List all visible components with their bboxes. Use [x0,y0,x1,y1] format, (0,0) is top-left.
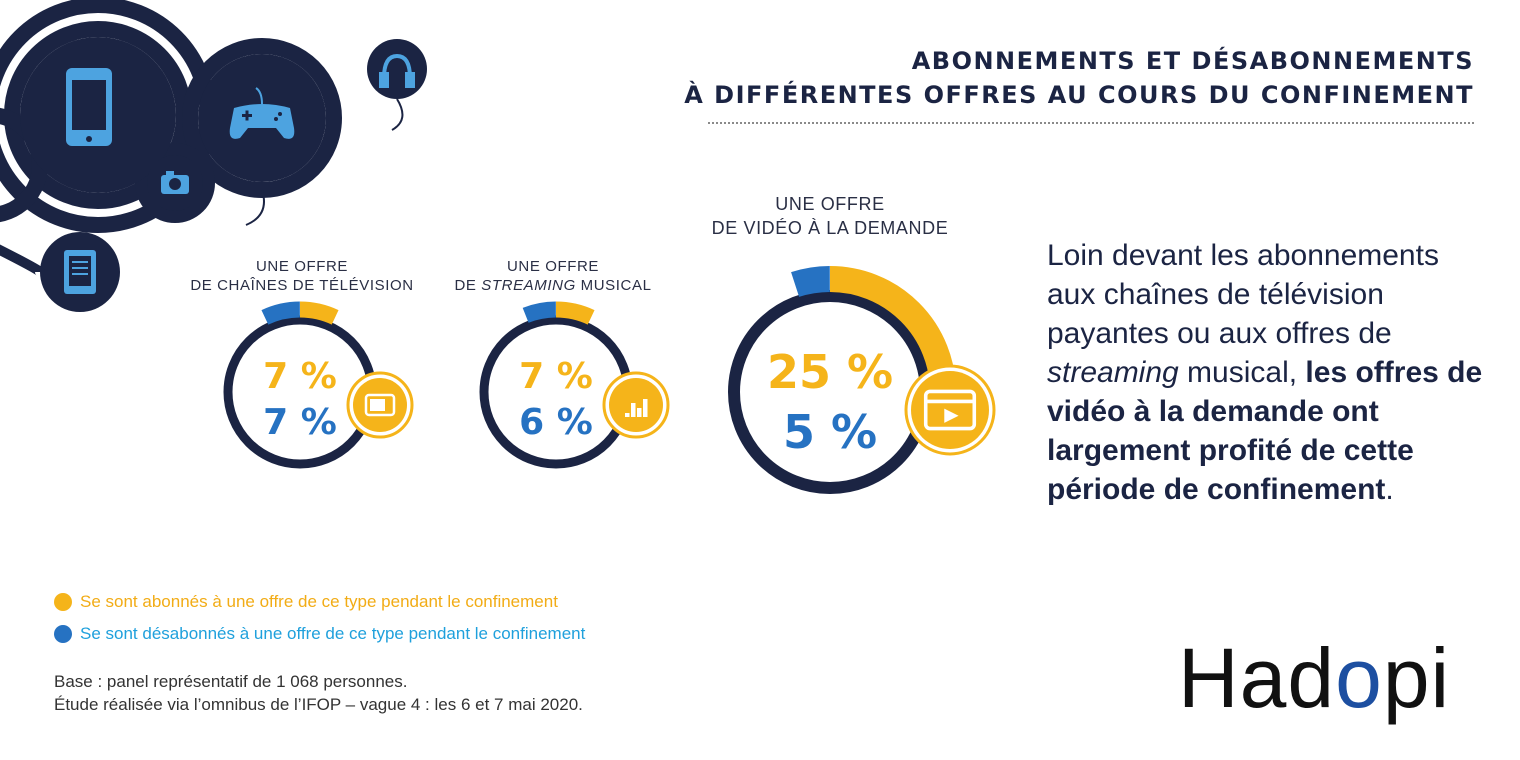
value-label-unsubscribed: 7 % [263,402,337,443]
music-bars-icon [609,378,663,432]
category-label-vod: UNE OFFRE DE VIDÉO À LA DEMANDE [680,192,980,240]
source-note: Base : panel représentatif de 1 068 pers… [54,670,583,716]
category-label-line: UNE OFFRE [255,258,349,275]
gamepad-icon [229,87,295,139]
legend-swatch-unsubscribed [54,625,72,643]
tv-screen [364,393,396,417]
value-label-subscribed: 7 % [263,356,337,397]
ebook-icon [64,250,96,294]
value-label-subscribed: 7 % [519,356,593,397]
source-line-2: Étude réalisée via l’omnibus de l’IFOP –… [54,695,583,714]
category-label-line: DE CHAÎNES DE TÉLÉVISION [190,277,414,294]
category-label-music: UNE OFFRE DE STREAMING MUSICAL [443,257,663,295]
headphones-icon [379,53,415,88]
play-icon [944,408,959,423]
video-player-icon [911,371,989,449]
player-window [923,389,977,431]
category-label-line: DE STREAMING MUSICAL [454,277,652,294]
legend: Se sont abonnés à une offre de ce type p… [54,586,585,650]
category-label-line: UNE OFFRE [506,258,600,275]
music-bar [625,413,630,417]
donut-arc-subscribed [555,301,595,325]
category-label-line: DE VIDÉO À LA DEMANDE [711,218,949,238]
music-bar [631,403,636,417]
title-line-2: À DIFFÉRENTES OFFRES AU COURS DU CONFINE… [684,81,1474,109]
music-bar [637,408,642,417]
title-line-1: ABONNEMENTS ET DÉSABONNEMENTS [911,47,1474,75]
category-label-line: UNE OFFRE [775,194,885,214]
value-label-unsubscribed: 5 % [783,405,877,459]
donut-arc-unsubscribed [522,301,557,323]
hadopi-logo: Hadopi [1178,631,1451,725]
legend-item-unsubscribed: Se sont désabonnés à une offre de ce typ… [54,618,585,650]
legend-swatch-subscribed [54,593,72,611]
legend-label-subscribed: Se sont abonnés à une offre de ce type p… [80,592,558,611]
music-bar [643,399,648,417]
description-text: Loin devant les abonnements aux chaînes … [1047,239,1483,506]
donut-arc-unsubscribed [261,301,301,325]
tv-display [370,399,385,411]
value-label-subscribed: 25 % [767,345,893,399]
decorative-bubbles [0,0,427,312]
category-label-tv: UNE OFFRE DE CHAÎNES DE TÉLÉVISION [187,257,417,295]
chart-title: ABONNEMENTS ET DÉSABONNEMENTS À DIFFÉREN… [684,44,1474,124]
camera-icon [161,171,189,194]
legend-item-subscribed: Se sont abonnés à une offre de ce type p… [54,586,585,618]
legend-label-unsubscribed: Se sont désabonnés à une offre de ce typ… [80,624,586,643]
title-divider [708,122,1474,124]
donut-arc-unsubscribed [791,266,831,298]
source-line-1: Base : panel représentatif de 1 068 pers… [54,672,408,691]
value-label-unsubscribed: 6 % [519,402,593,443]
smartphone-icon [66,68,112,146]
donut-arc-subscribed [299,301,339,325]
